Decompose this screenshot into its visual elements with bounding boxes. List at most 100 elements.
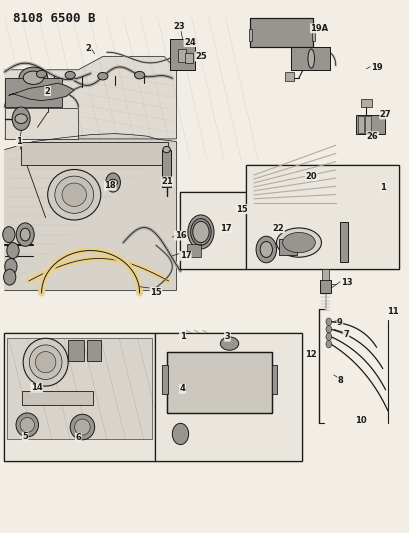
Text: 17: 17 xyxy=(220,224,231,233)
Ellipse shape xyxy=(282,232,315,253)
Bar xyxy=(360,99,371,107)
Text: 19A: 19A xyxy=(310,24,328,33)
Text: 10: 10 xyxy=(355,416,366,425)
Ellipse shape xyxy=(62,183,86,206)
Ellipse shape xyxy=(15,114,27,124)
Text: 19: 19 xyxy=(370,63,382,71)
Text: 24: 24 xyxy=(184,38,195,47)
Bar xyxy=(284,72,293,82)
Bar xyxy=(311,29,315,41)
Circle shape xyxy=(7,243,19,259)
Text: 14: 14 xyxy=(31,383,43,392)
Bar xyxy=(170,39,194,70)
Ellipse shape xyxy=(47,169,101,220)
Text: 1: 1 xyxy=(16,137,22,146)
Ellipse shape xyxy=(70,414,94,440)
Text: 12: 12 xyxy=(305,350,316,359)
Polygon shape xyxy=(9,83,74,101)
Bar xyxy=(339,222,347,262)
Bar xyxy=(355,115,384,134)
Bar xyxy=(178,49,185,62)
Ellipse shape xyxy=(74,419,90,435)
Text: 16: 16 xyxy=(174,231,186,240)
Bar xyxy=(21,142,168,165)
Circle shape xyxy=(106,173,120,192)
Circle shape xyxy=(325,333,331,341)
Text: 2: 2 xyxy=(45,86,50,95)
Bar xyxy=(170,39,194,70)
Text: 13: 13 xyxy=(340,278,351,287)
Ellipse shape xyxy=(220,337,238,350)
Bar xyxy=(7,338,151,439)
Circle shape xyxy=(325,341,331,348)
Bar xyxy=(357,116,363,133)
Text: 4: 4 xyxy=(179,384,185,393)
Text: 8108 6500 B: 8108 6500 B xyxy=(13,12,95,26)
Text: 3: 3 xyxy=(224,332,230,341)
Bar xyxy=(86,340,101,361)
Bar xyxy=(167,352,271,413)
Bar xyxy=(4,333,155,461)
Bar xyxy=(278,239,296,255)
Text: 18: 18 xyxy=(104,181,116,190)
Bar xyxy=(167,352,271,413)
Text: 1: 1 xyxy=(179,332,185,341)
Circle shape xyxy=(20,228,30,241)
Bar xyxy=(155,333,301,461)
Bar xyxy=(162,150,171,187)
Bar xyxy=(249,18,312,47)
Ellipse shape xyxy=(29,345,62,379)
Text: 15: 15 xyxy=(150,287,162,296)
Text: 23: 23 xyxy=(173,22,185,31)
Bar xyxy=(321,269,328,280)
Ellipse shape xyxy=(36,70,47,78)
Circle shape xyxy=(12,107,30,131)
Circle shape xyxy=(16,223,34,246)
Bar xyxy=(271,365,276,394)
Text: 17: 17 xyxy=(179,252,191,260)
Bar xyxy=(155,333,301,461)
Ellipse shape xyxy=(19,67,47,88)
Ellipse shape xyxy=(16,413,38,437)
Bar xyxy=(319,280,330,293)
Text: 6: 6 xyxy=(75,433,81,442)
Circle shape xyxy=(5,259,17,274)
Text: 8: 8 xyxy=(337,376,343,385)
Ellipse shape xyxy=(20,417,34,432)
Circle shape xyxy=(325,318,331,326)
Circle shape xyxy=(4,269,16,285)
Text: 9: 9 xyxy=(336,318,342,327)
Text: 5: 5 xyxy=(22,432,28,441)
Text: 2: 2 xyxy=(85,44,91,53)
Bar xyxy=(186,244,200,257)
Bar xyxy=(249,18,312,47)
Circle shape xyxy=(260,241,272,257)
Ellipse shape xyxy=(35,352,56,373)
Bar xyxy=(5,78,62,107)
Ellipse shape xyxy=(276,228,321,257)
Text: 1: 1 xyxy=(379,183,385,192)
Circle shape xyxy=(325,326,331,333)
Bar xyxy=(364,116,370,133)
Bar xyxy=(249,29,252,41)
Bar xyxy=(185,53,192,63)
Bar xyxy=(5,108,78,139)
Bar xyxy=(162,365,167,394)
Ellipse shape xyxy=(23,71,43,84)
Bar xyxy=(180,192,245,269)
Circle shape xyxy=(192,221,209,243)
Ellipse shape xyxy=(55,176,93,213)
Ellipse shape xyxy=(23,338,68,386)
Text: 20: 20 xyxy=(305,172,316,181)
Ellipse shape xyxy=(162,147,170,153)
Polygon shape xyxy=(5,56,176,139)
Text: 11: 11 xyxy=(386,307,398,316)
Ellipse shape xyxy=(134,71,144,79)
Circle shape xyxy=(3,227,15,243)
Text: 7: 7 xyxy=(342,330,348,339)
Bar xyxy=(22,391,93,405)
Bar xyxy=(245,165,398,269)
Text: 22: 22 xyxy=(272,224,284,233)
Polygon shape xyxy=(5,134,176,290)
Bar xyxy=(68,340,84,361)
